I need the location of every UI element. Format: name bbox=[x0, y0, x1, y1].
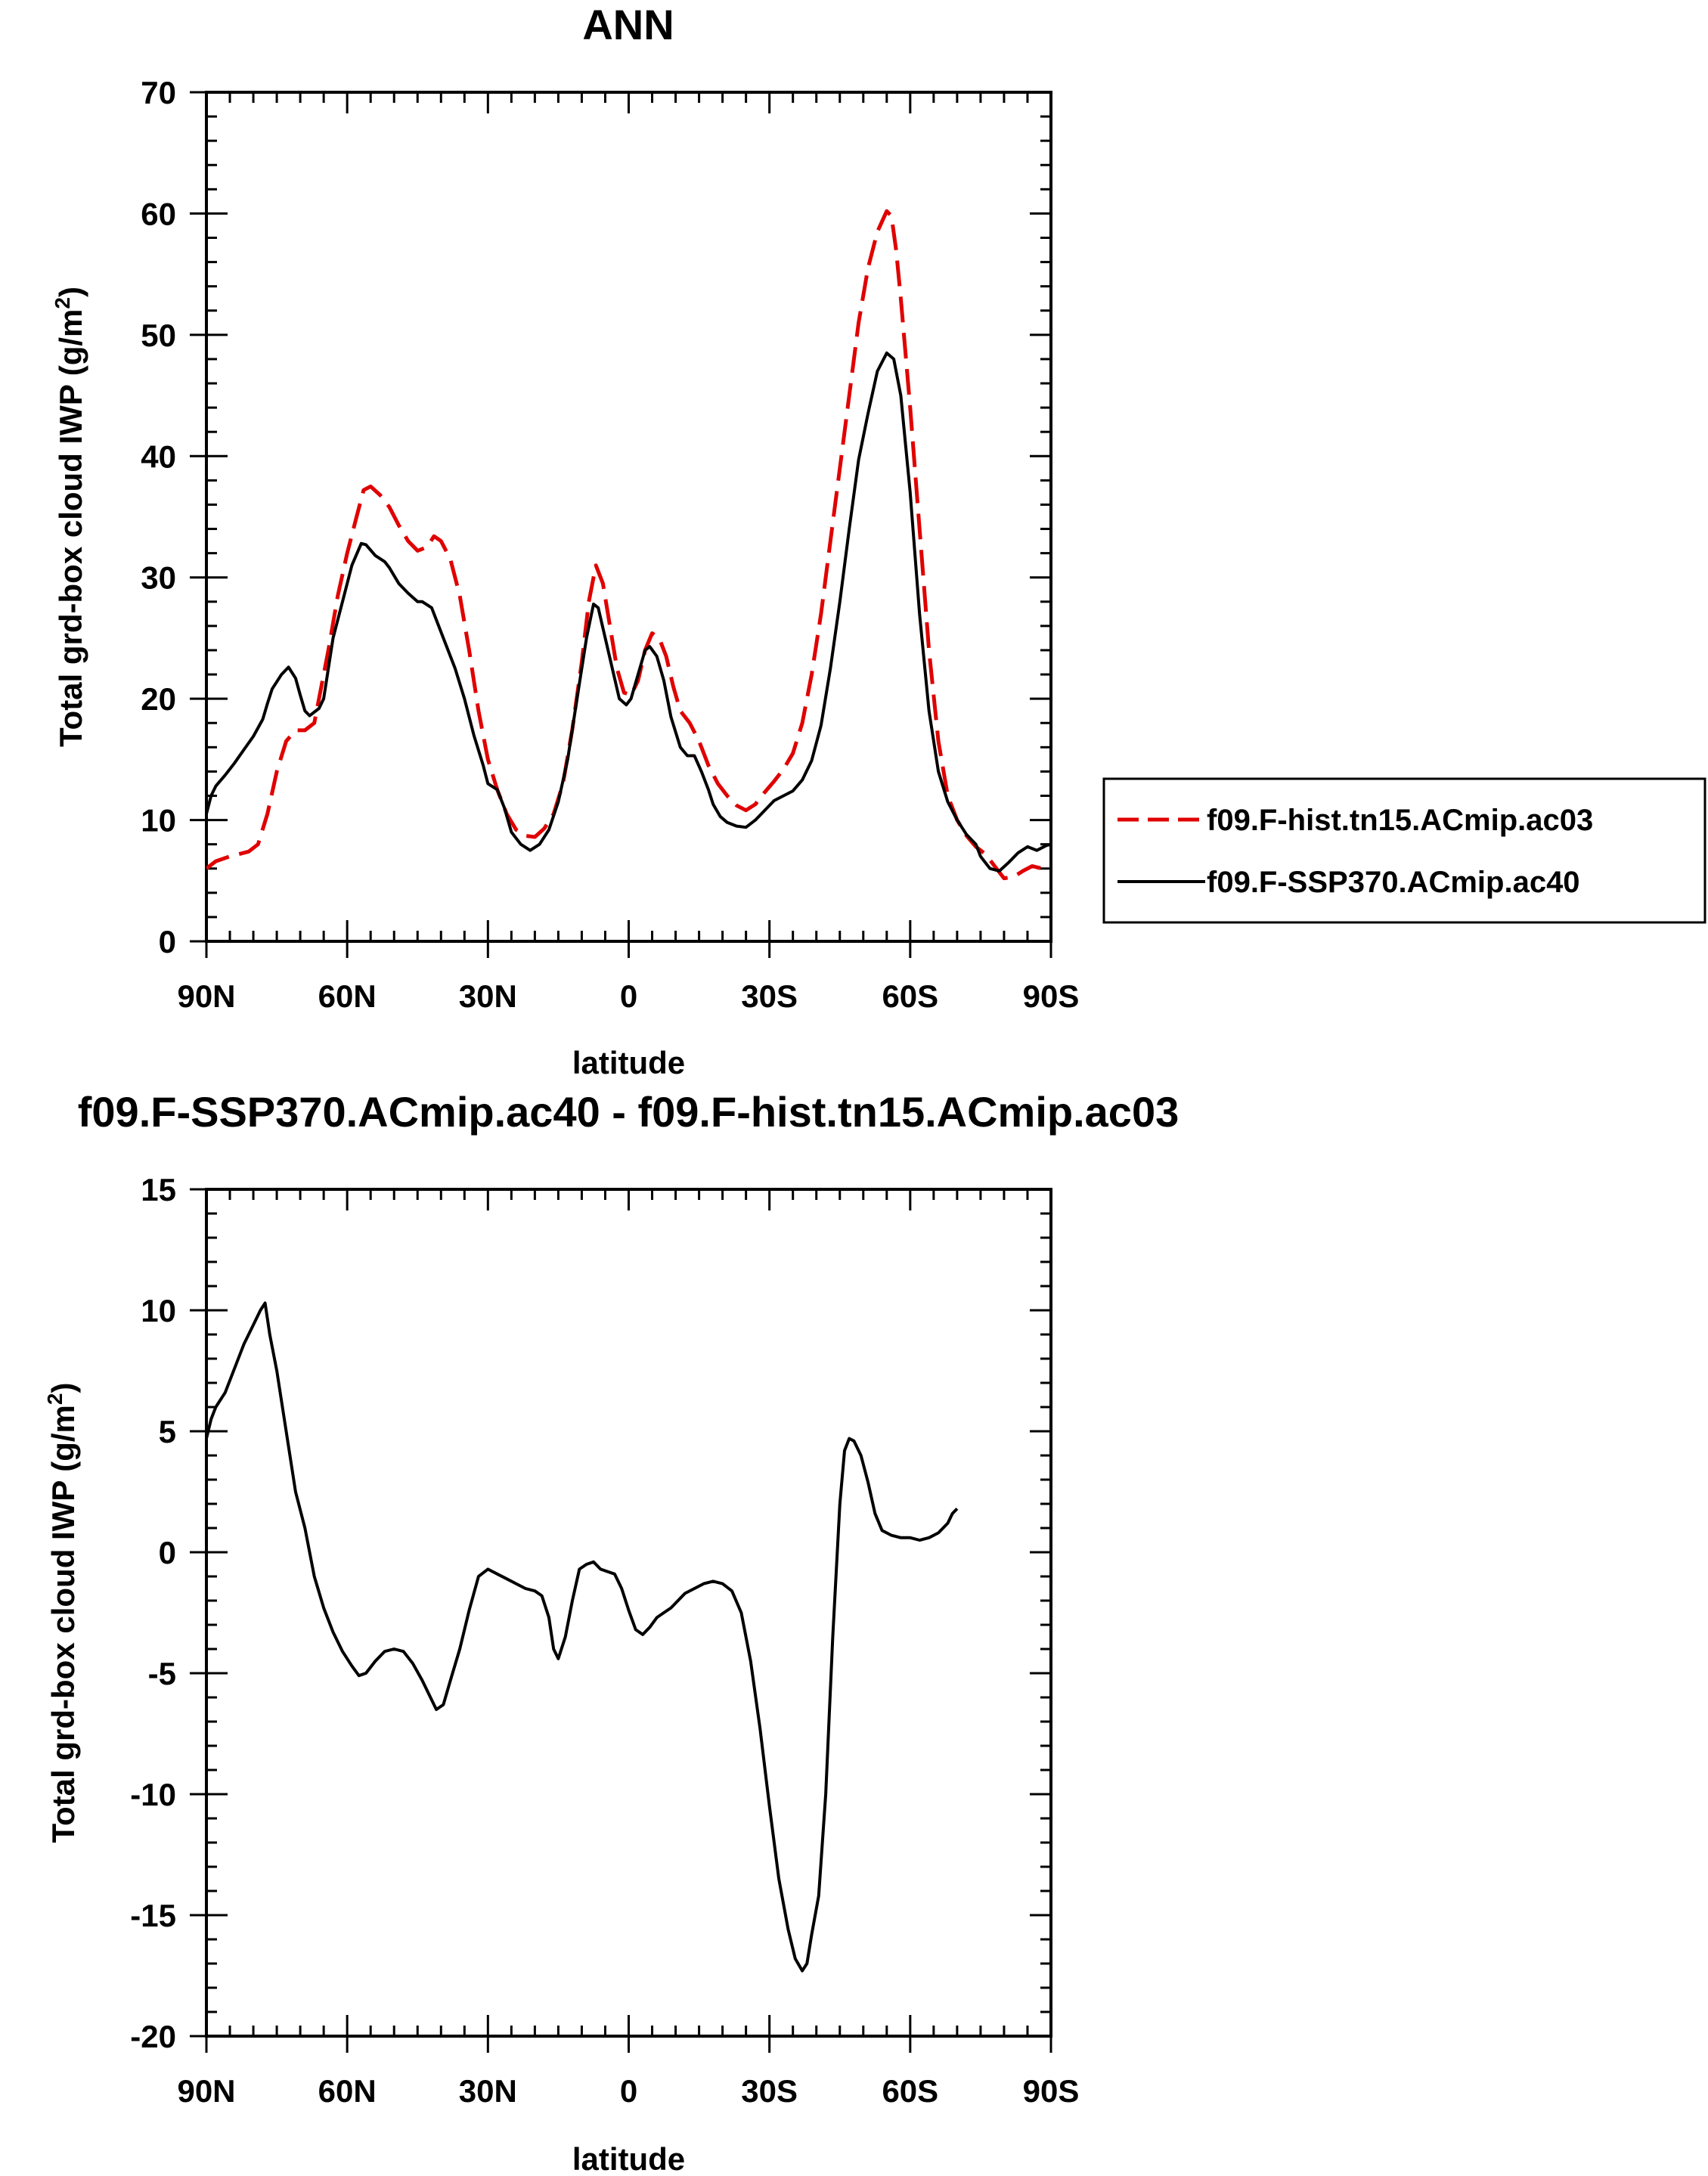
x-tick-label: 60S bbox=[882, 978, 938, 1014]
x-axis-label: latitude bbox=[572, 1045, 685, 1080]
y-tick-label: 40 bbox=[141, 439, 176, 474]
legend: f09.F-hist.tn15.ACmip.ac03 f09.F-SSP370.A… bbox=[1102, 777, 1706, 924]
panel-1: ANN 0 10 20 30 40 50 60 70 90N 60N 30N 0 30S 60S 90S lat… bbox=[51, 1, 1706, 1080]
series-line-1-2 bbox=[206, 351, 1051, 873]
y-tick-label: 0 bbox=[159, 924, 176, 959]
panel-title: f09.F-SSP370.ACmip.ac40 - f09.F-hist.tn1… bbox=[78, 1088, 1179, 1136]
y-tick-label: 70 bbox=[141, 75, 176, 110]
series-line-2-1 bbox=[206, 1301, 959, 1973]
x-tick-label: 60N bbox=[318, 2073, 377, 2109]
y-tick-label: -20 bbox=[130, 2019, 176, 2054]
y-axis-label-main: Total grd-box cloud IWP (g/m bbox=[45, 1405, 81, 1843]
y-axis-label-main: Total grd-box cloud IWP (g/m bbox=[53, 309, 88, 747]
legend-entry: f09.F-SSP370.ACmip.ac40 bbox=[1207, 866, 1580, 899]
x-tick-label: 90S bbox=[1023, 978, 1080, 1014]
series-line-1-1 bbox=[206, 209, 1051, 881]
y-tick-label: -15 bbox=[130, 1898, 176, 1933]
y-tick-label: 50 bbox=[141, 318, 176, 353]
legend-box bbox=[1102, 777, 1706, 924]
legend-entry: f09.F-hist.tn15.ACmip.ac03 bbox=[1207, 804, 1593, 837]
x-tick-label: 30S bbox=[741, 2073, 798, 2109]
y-axis-label: Total grd-box cloud IWP (g/m2) bbox=[43, 1383, 81, 1843]
panel-2: f09.F-SSP370.ACmip.ac40 - f09.F-hist.tn1… bbox=[43, 1088, 1179, 2176]
y-axis-label-close: ) bbox=[45, 1383, 81, 1393]
x-tick-label: 30N bbox=[459, 978, 517, 1014]
y-tick-label: 5 bbox=[159, 1414, 176, 1449]
x-tick-label: 90N bbox=[177, 978, 235, 1014]
y-tick-label: 10 bbox=[141, 803, 176, 838]
x-tick-label: 90N bbox=[177, 2073, 235, 2109]
x-tick-label: 0 bbox=[620, 2073, 637, 2109]
y-axis-label-close: ) bbox=[53, 287, 88, 297]
plot-frame bbox=[205, 91, 1052, 943]
x-axis-label: latitude bbox=[572, 2141, 685, 2176]
y-tick-label: -5 bbox=[148, 1656, 176, 1691]
x-tick-label: 60N bbox=[318, 978, 377, 1014]
y-tick-label: 0 bbox=[159, 1535, 176, 1570]
y-axis-label-sup: 2 bbox=[51, 297, 74, 309]
x-tick-label: 30N bbox=[459, 2073, 517, 2109]
y-tick-label: -10 bbox=[130, 1777, 176, 1812]
y-tick-label: 20 bbox=[141, 681, 176, 717]
x-tick-label: 0 bbox=[620, 978, 637, 1014]
y-axis-label: Total grd-box cloud IWP (g/m2) bbox=[51, 287, 88, 747]
y-tick-label: 60 bbox=[141, 196, 176, 231]
panel-title: ANN bbox=[582, 1, 674, 48]
x-tick-label: 30S bbox=[741, 978, 798, 1014]
x-tick-label: 90S bbox=[1023, 2073, 1080, 2109]
y-axis-label-sup: 2 bbox=[43, 1393, 67, 1406]
y-tick-label: 15 bbox=[141, 1172, 176, 1207]
y-tick-label: 30 bbox=[141, 560, 176, 596]
y-tick-label: 10 bbox=[141, 1293, 176, 1328]
x-tick-label: 60S bbox=[882, 2073, 938, 2109]
